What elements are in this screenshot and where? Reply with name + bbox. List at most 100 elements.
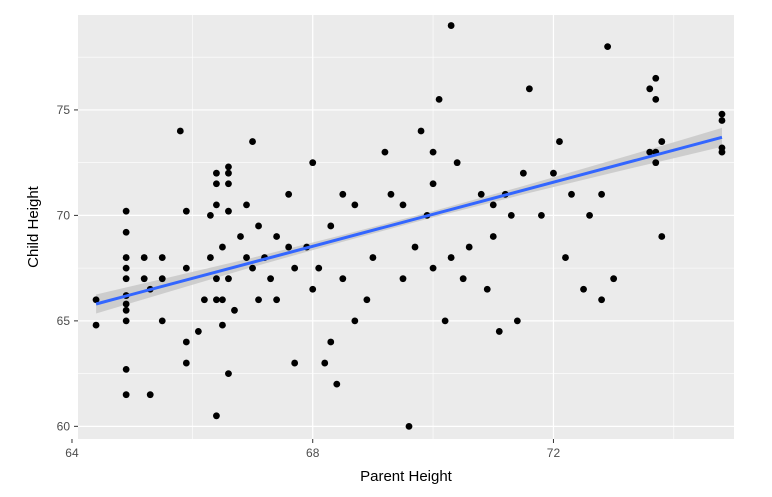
data-point [519, 169, 527, 177]
y-axis-title: Child Height [25, 185, 42, 268]
y-tick-label: 75 [57, 103, 71, 117]
data-point [718, 144, 726, 152]
data-point [568, 190, 575, 198]
data-point [158, 317, 166, 325]
data-point [580, 285, 587, 293]
data-point [146, 391, 154, 399]
data-point [243, 254, 250, 261]
data-point [231, 306, 238, 314]
data-point [417, 127, 425, 135]
data-point [538, 211, 545, 219]
data-point [267, 275, 274, 283]
data-point [122, 228, 130, 236]
data-point [92, 321, 100, 329]
data-point [465, 243, 473, 251]
data-point [333, 380, 341, 388]
data-point [351, 201, 359, 209]
data-point [182, 207, 190, 215]
data-point [194, 328, 202, 335]
data-point [525, 85, 533, 93]
data-point [92, 296, 100, 304]
data-point [122, 300, 130, 308]
data-point [219, 296, 226, 304]
data-point [429, 148, 437, 156]
data-point [399, 201, 407, 209]
data-point [598, 296, 605, 304]
data-point [339, 190, 347, 198]
data-point [718, 110, 726, 118]
data-point [122, 275, 130, 283]
data-point [658, 138, 666, 145]
data-point [405, 422, 413, 430]
data-point [140, 254, 148, 261]
data-point [255, 222, 262, 230]
data-point [598, 190, 605, 198]
data-point [327, 338, 335, 346]
plot-panel [78, 15, 734, 439]
data-point [140, 275, 148, 283]
data-point [225, 207, 232, 215]
regression-line [95, 135, 723, 306]
data-point [122, 317, 130, 325]
data-point [604, 43, 612, 51]
x-tick-label: 72 [547, 446, 561, 460]
x-tick-label: 68 [306, 446, 320, 460]
data-point [213, 180, 220, 188]
data-point [213, 296, 220, 304]
data-point [315, 264, 323, 272]
data-point [182, 359, 190, 367]
x-axis-ticks: 64 68 72 [65, 439, 560, 460]
data-point [459, 275, 467, 283]
data-point [610, 275, 618, 283]
data-point [182, 264, 190, 272]
data-point [327, 222, 335, 230]
data-point [309, 285, 317, 293]
data-point [351, 317, 359, 325]
data-point [207, 254, 214, 261]
data-point [489, 201, 497, 209]
data-point [122, 254, 130, 261]
data-point [237, 233, 244, 240]
data-point [483, 285, 491, 293]
data-point [122, 306, 130, 314]
data-point [207, 211, 214, 219]
data-point [243, 201, 250, 209]
data-point [249, 264, 256, 272]
data-point [550, 169, 557, 177]
data-point [158, 275, 166, 283]
data-point [182, 338, 190, 346]
data-point [213, 412, 220, 420]
data-point [219, 321, 226, 329]
data-point [429, 264, 437, 272]
data-point [489, 233, 497, 240]
data-point [213, 201, 220, 209]
data-point [339, 275, 347, 283]
data-point [658, 233, 666, 240]
y-tick-label: 60 [57, 419, 71, 433]
data-point [441, 317, 449, 325]
data-point [586, 211, 593, 219]
data-point [381, 148, 389, 156]
data-point [225, 169, 232, 177]
data-point [213, 169, 220, 177]
data-point [477, 190, 485, 198]
major-gridlines [71, 15, 734, 439]
data-point [213, 275, 220, 283]
data-point [200, 296, 208, 304]
data-point [285, 243, 293, 251]
y-tick-label: 65 [57, 314, 71, 328]
data-point [122, 264, 130, 272]
data-point [158, 254, 166, 261]
data-point [219, 243, 226, 251]
data-point [122, 365, 130, 373]
x-axis-title: Parent Height [360, 468, 453, 485]
data-point [273, 296, 281, 304]
data-point [122, 391, 130, 399]
data-point [556, 138, 563, 145]
data-point [122, 207, 130, 215]
data-point [225, 275, 232, 283]
data-point [447, 254, 455, 261]
data-point [652, 74, 660, 82]
data-point [507, 211, 515, 219]
